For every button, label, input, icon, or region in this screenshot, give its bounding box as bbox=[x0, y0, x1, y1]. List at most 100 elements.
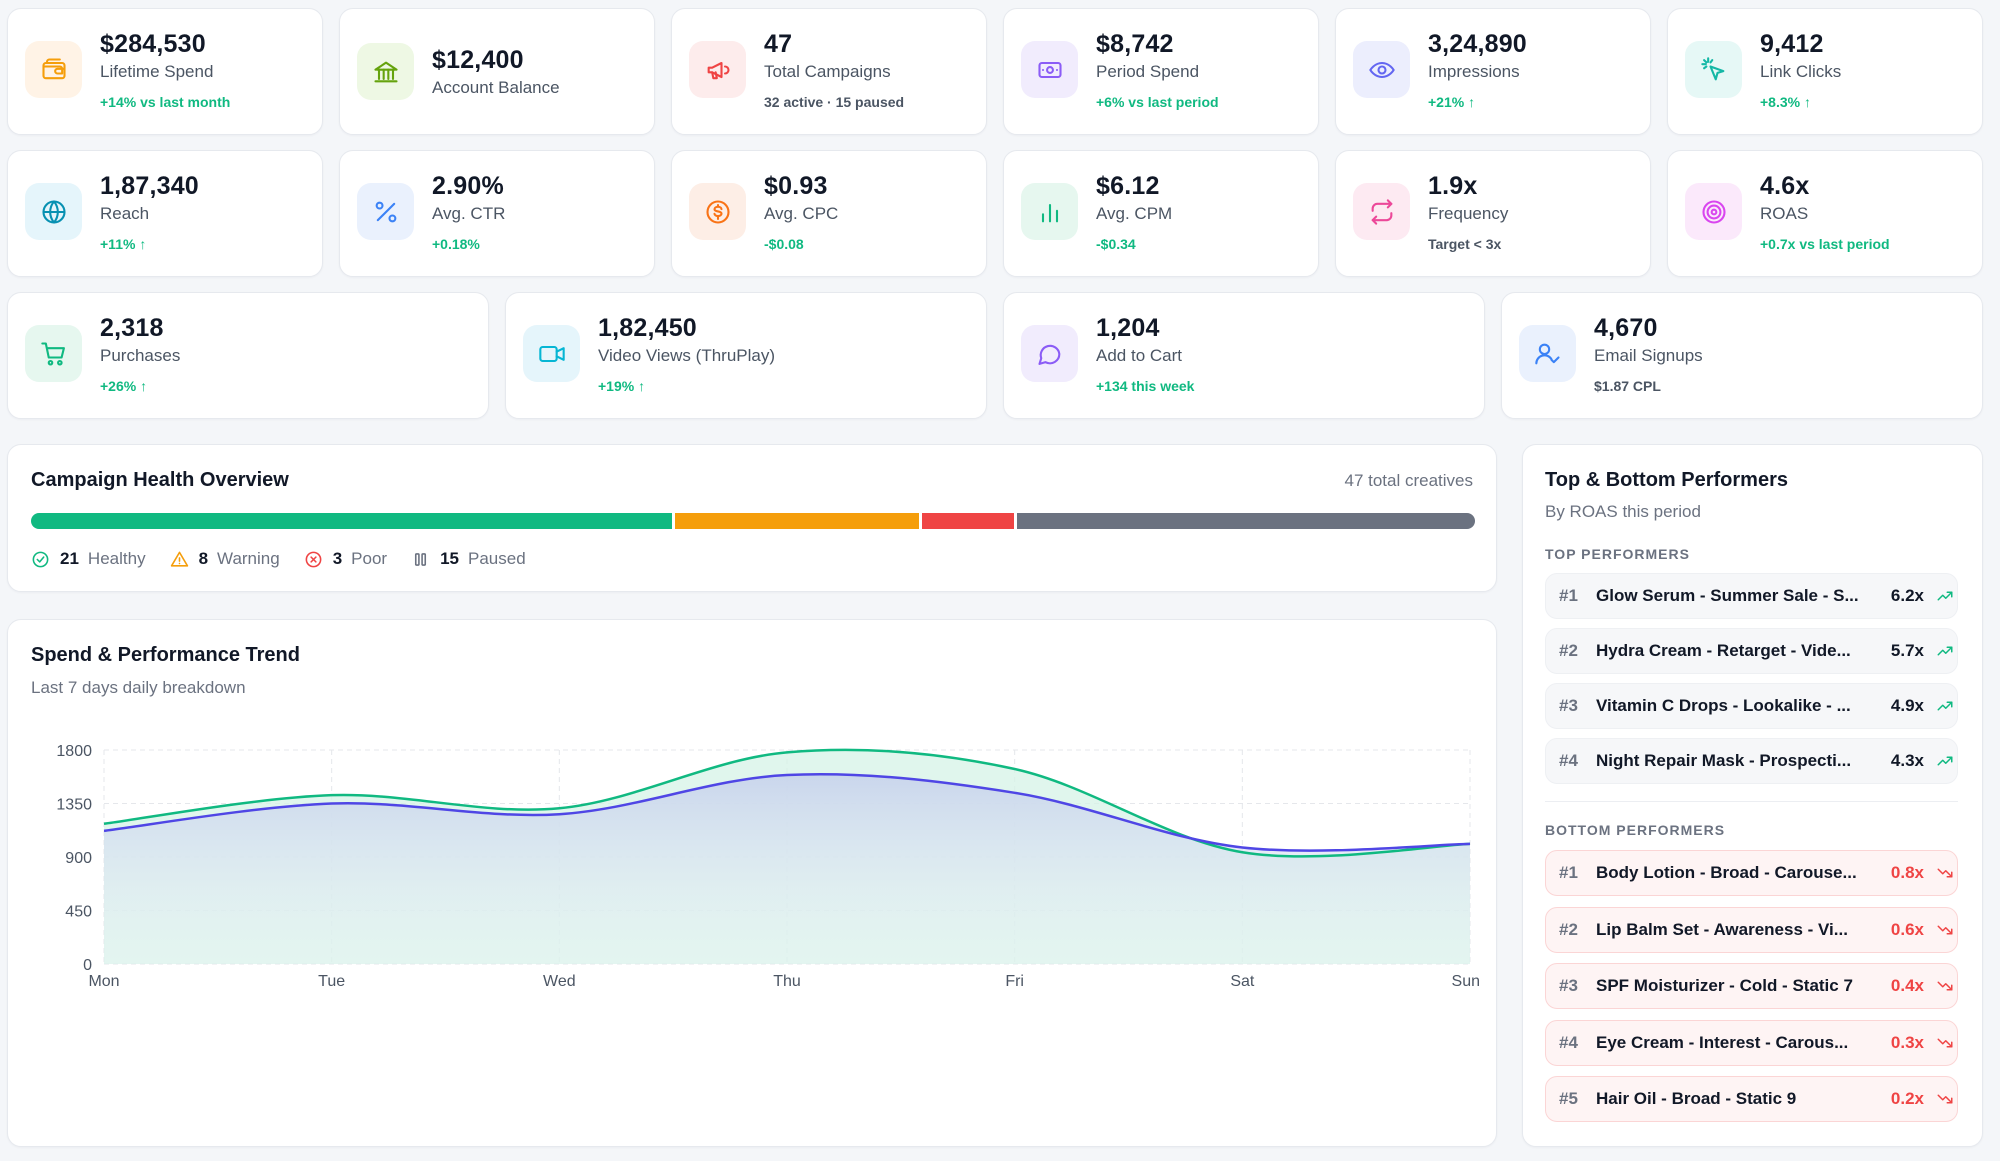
kpi-label: Account Balance bbox=[432, 77, 560, 97]
performer-rank: #3 bbox=[1559, 696, 1578, 715]
cursor-click-icon bbox=[1685, 41, 1742, 98]
performer-rank: #1 bbox=[1559, 586, 1578, 605]
globe-icon bbox=[25, 183, 82, 240]
kpi-value: 9,412 bbox=[1760, 30, 1824, 58]
performer-rank: #4 bbox=[1559, 1032, 1578, 1052]
top-performer-row[interactable]: #1 Glow Serum - Summer Sale - S... 6.2x bbox=[1545, 573, 1958, 619]
bottom-performer-row[interactable]: #3 SPF Moisturizer - Cold - Static 7 0.4x bbox=[1545, 963, 1958, 1009]
kpi-change: +11% ↑ bbox=[100, 236, 147, 252]
legend-healthy: 21 Healthy bbox=[31, 549, 146, 569]
total-creatives: 47 total creatives bbox=[1344, 471, 1473, 490]
x-tick-label: Sun bbox=[1452, 973, 1480, 990]
cart-icon bbox=[25, 325, 82, 382]
wallet-icon bbox=[25, 41, 82, 98]
section-title: Top & Bottom Performers bbox=[1545, 469, 1788, 491]
kpi-value: 1,87,340 bbox=[100, 172, 199, 200]
bottom-performer-row[interactable]: #2 Lip Balm Set - Awareness - Vi... 0.6x bbox=[1545, 906, 1958, 953]
kpi-card-account-balance: $12,400 Account Balance bbox=[339, 8, 655, 135]
series-line-2 bbox=[103, 772, 1471, 852]
repeat-icon bbox=[1353, 183, 1410, 240]
performer-roas: 0.3x bbox=[1890, 1032, 1924, 1052]
performer-roas: 5.7x bbox=[1890, 641, 1924, 660]
performer-roas: 4.3x bbox=[1890, 751, 1924, 770]
kpi-change: +21% ↑ bbox=[1428, 94, 1476, 110]
x-tick-label: Thu bbox=[773, 973, 801, 990]
kpi-change: +0.18% bbox=[432, 236, 480, 252]
video-icon bbox=[523, 325, 580, 382]
performer-roas: 0.4x bbox=[1890, 976, 1924, 995]
percent-icon bbox=[357, 183, 414, 240]
kpi-label: Add to Cart bbox=[1096, 346, 1182, 365]
performer-rank: #2 bbox=[1559, 641, 1578, 660]
pause-icon bbox=[415, 552, 427, 566]
x-circle-icon bbox=[305, 551, 322, 567]
performer-name: Vitamin C Drops - Lookalike - ... bbox=[1596, 696, 1851, 715]
performer-name: Hair Oil - Broad - Static 9 bbox=[1596, 1089, 1797, 1108]
kpi-value: 1,204 bbox=[1096, 314, 1160, 342]
kpi-label: Period Spend bbox=[1096, 62, 1200, 81]
kpi-label: Reach bbox=[100, 204, 150, 223]
kpi-label: Purchases bbox=[100, 346, 181, 365]
trend-down-icon bbox=[1937, 1038, 1953, 1047]
section-title: Campaign Health Overview bbox=[31, 469, 289, 491]
bottom-performer-row[interactable]: #4 Eye Cream - Interest - Carous... 0.3x bbox=[1545, 1019, 1958, 1066]
bottom-performers-heading: BOTTOM PERFORMERS bbox=[1545, 822, 1726, 838]
bottom-performer-row[interactable]: #1 Body Lotion - Broad - Carouse... 0.8x bbox=[1545, 850, 1958, 896]
bank-icon bbox=[357, 43, 414, 100]
performer-roas: 0.6x bbox=[1890, 919, 1924, 939]
kpi-value: 3,24,890 bbox=[1428, 30, 1527, 58]
legend-warning: 8 Warning bbox=[170, 549, 280, 569]
legend-count: 3 bbox=[332, 549, 343, 568]
y-tick-label: 450 bbox=[65, 904, 92, 921]
check-circle-icon bbox=[32, 551, 49, 567]
campaign-health-card: Campaign Health Overview 47 total creati… bbox=[7, 444, 1497, 592]
x-tick-label: Wed bbox=[543, 973, 576, 990]
dollar-circle-icon bbox=[689, 183, 746, 240]
x-tick-label: Sat bbox=[1230, 973, 1255, 990]
kpi-card-reach: 1,87,340 Reach +11% ↑ bbox=[7, 150, 323, 277]
kpi-card-purchases: 2,318 Purchases +26% ↑ bbox=[7, 292, 489, 419]
legend-paused: 15 Paused bbox=[411, 549, 526, 569]
performer-roas: 0.8x bbox=[1890, 863, 1924, 882]
kpi-sub: $1.87 CPL bbox=[1594, 378, 1661, 394]
kpi-label: Frequency bbox=[1428, 204, 1509, 223]
banknote-icon bbox=[1021, 41, 1078, 98]
legend-count: 8 bbox=[198, 549, 209, 568]
x-tick-label: Mon bbox=[88, 973, 119, 990]
megaphone-icon bbox=[689, 41, 746, 98]
x-tick-label: Fri bbox=[1005, 973, 1024, 990]
legend-label: Warning bbox=[217, 549, 280, 568]
kpi-card-avg-cpm: $6.12 Avg. CPM -$0.34 bbox=[1003, 150, 1319, 277]
kpi-change: +26% ↑ bbox=[100, 378, 148, 394]
top-performer-row[interactable]: #2 Hydra Cream - Retarget - Vide... 5.7x bbox=[1545, 628, 1958, 674]
performer-rank: #3 bbox=[1559, 976, 1578, 995]
kpi-label: Email Signups bbox=[1594, 346, 1703, 365]
spend-trend-card: Spend & Performance Trend Last 7 days da… bbox=[7, 619, 1497, 1147]
performer-roas: 4.9x bbox=[1890, 696, 1924, 715]
kpi-label: Link Clicks bbox=[1760, 62, 1842, 81]
y-tick-label: 0 bbox=[83, 957, 92, 974]
bottom-performer-row[interactable]: #5 Hair Oil - Broad - Static 9 0.2x bbox=[1545, 1076, 1958, 1122]
kpi-card-link-clicks: 9,412 Link Clicks +8.3% ↑ bbox=[1667, 8, 1983, 135]
kpi-value: 2,318 bbox=[100, 314, 164, 342]
trend-up-icon bbox=[1937, 646, 1953, 656]
kpi-sub: 32 active · 15 paused bbox=[764, 94, 905, 110]
kpi-label: Impressions bbox=[1428, 62, 1520, 81]
performer-name: Body Lotion - Broad - Carouse... bbox=[1596, 863, 1857, 882]
top-performer-row[interactable]: #4 Night Repair Mask - Prospecti... 4.3x bbox=[1545, 738, 1958, 784]
kpi-value: 4,670 bbox=[1594, 314, 1658, 342]
section-subtitle: Last 7 days daily breakdown bbox=[31, 678, 246, 697]
performer-rank: #5 bbox=[1559, 1089, 1578, 1108]
health-stacked-bar bbox=[31, 513, 1475, 529]
kpi-label: Video Views (ThruPlay) bbox=[598, 346, 776, 365]
kpi-card-add-to-cart: 1,204 Add to Cart +134 this week bbox=[1003, 292, 1485, 419]
trend-up-icon bbox=[1937, 756, 1953, 766]
top-performer-row[interactable]: #3 Vitamin C Drops - Lookalike - ... 4.9x bbox=[1545, 683, 1958, 729]
divider bbox=[1545, 801, 1958, 802]
legend-count: 15 bbox=[440, 549, 460, 568]
kpi-value: 1.9x bbox=[1428, 172, 1478, 200]
legend-label: Paused bbox=[468, 549, 526, 568]
kpi-card-email-signups: 4,670 Email Signups $1.87 CPL bbox=[1501, 292, 1983, 419]
kpi-change: -$0.08 bbox=[764, 236, 804, 252]
kpi-card-avg-cpc: $0.93 Avg. CPC -$0.08 bbox=[671, 150, 987, 277]
